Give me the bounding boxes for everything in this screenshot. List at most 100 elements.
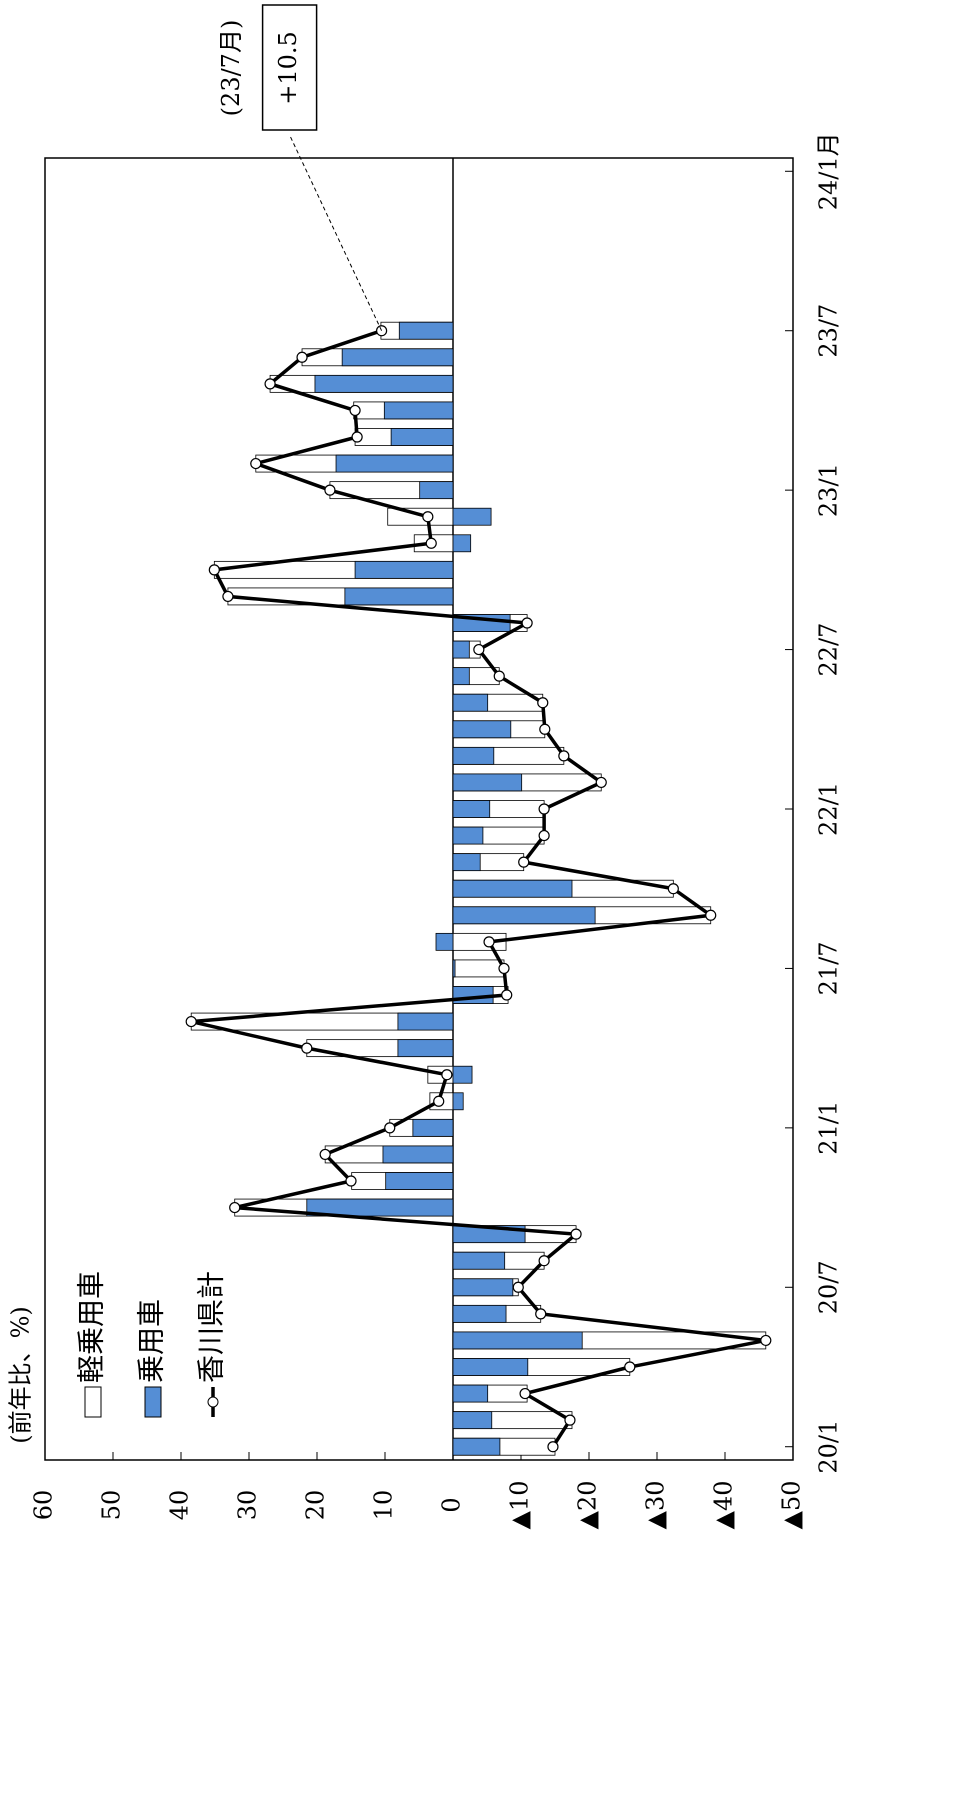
leader-line — [289, 134, 383, 331]
point — [537, 697, 549, 709]
point — [558, 750, 570, 762]
x-tick-label: 21/7 — [815, 941, 843, 995]
bar — [390, 428, 454, 446]
point — [250, 457, 262, 470]
point — [570, 1228, 582, 1240]
point — [473, 643, 485, 656]
point — [518, 856, 530, 868]
bar — [387, 507, 454, 526]
point — [264, 378, 276, 390]
point — [425, 537, 437, 549]
y-tick-label: 30 — [234, 1490, 262, 1521]
bar — [452, 667, 470, 686]
point — [498, 962, 510, 975]
y-tick-label: ▲20 — [574, 1481, 602, 1530]
x-tick-label: 23/1 — [815, 463, 843, 517]
point — [501, 989, 513, 1001]
bar — [452, 1411, 493, 1430]
point — [208, 564, 220, 576]
point — [296, 351, 308, 363]
y-tick-label: 40 — [166, 1490, 194, 1521]
bar — [397, 1039, 454, 1058]
point — [222, 590, 234, 603]
point — [564, 1414, 576, 1426]
axis-label: (前年比、%) — [7, 1306, 35, 1444]
point — [667, 883, 679, 895]
bar — [314, 374, 454, 393]
bar — [452, 1304, 507, 1323]
point — [433, 1095, 445, 1107]
point — [512, 1281, 524, 1293]
point — [324, 484, 336, 496]
bar — [452, 800, 491, 818]
bar — [452, 720, 512, 739]
point — [538, 1255, 550, 1267]
y-tick-label: 0 — [438, 1497, 466, 1512]
bar — [452, 879, 573, 898]
point — [441, 1069, 453, 1081]
bar — [452, 959, 456, 978]
y-tick-label: ▲10 — [506, 1481, 534, 1530]
point — [229, 1201, 241, 1214]
bar — [452, 1358, 529, 1376]
bar — [452, 906, 596, 925]
point — [351, 431, 363, 443]
y-tick-label: ▲30 — [642, 1481, 670, 1530]
bar — [452, 1278, 514, 1297]
annotation: (23/7月) — [217, 20, 245, 117]
point — [483, 936, 495, 948]
bar — [412, 1118, 454, 1137]
legend-swatch — [84, 1386, 102, 1418]
y-tick-label: 10 — [370, 1490, 398, 1521]
point — [185, 1015, 197, 1028]
x-tick-label: 24/1月 — [815, 132, 843, 210]
point — [422, 511, 434, 523]
bar — [382, 1145, 454, 1164]
bar — [452, 1437, 501, 1456]
legend-label: 軽乗用車 — [75, 1271, 108, 1383]
bar — [452, 959, 505, 978]
point — [521, 617, 533, 629]
bar — [397, 1012, 454, 1031]
bar — [452, 853, 481, 872]
point — [345, 1175, 357, 1187]
bar — [341, 348, 454, 367]
point — [319, 1148, 331, 1161]
label-box — [261, 4, 318, 131]
y-tick-label: 50 — [98, 1490, 126, 1521]
point — [595, 776, 607, 789]
legend-swatch — [207, 1396, 219, 1408]
data-label: +10.5 — [274, 31, 302, 105]
bar — [344, 587, 454, 606]
legend-label: 乗用車 — [135, 1299, 168, 1383]
bar — [452, 1251, 506, 1270]
point — [624, 1361, 636, 1373]
bar — [354, 560, 454, 579]
x-tick-label: 22/7 — [815, 623, 843, 677]
bar — [452, 1384, 489, 1403]
bar — [306, 1198, 454, 1217]
point — [547, 1441, 559, 1453]
bar — [452, 826, 484, 845]
bar — [452, 1331, 583, 1350]
bar — [452, 693, 489, 712]
bar — [452, 1092, 464, 1111]
point — [760, 1334, 772, 1347]
point — [384, 1122, 396, 1134]
bar — [385, 1172, 454, 1190]
x-tick-label: 23/7 — [815, 304, 843, 358]
x-tick-label: 22/1 — [815, 782, 843, 836]
bar — [452, 746, 495, 765]
y-tick-label: 20 — [302, 1490, 330, 1521]
y-tick-label: 60 — [30, 1490, 58, 1521]
point — [519, 1387, 531, 1400]
point — [493, 670, 505, 682]
bar — [452, 534, 472, 553]
point — [349, 404, 361, 417]
bar — [452, 507, 492, 526]
point — [538, 803, 550, 815]
bar — [452, 640, 470, 659]
x-tick-label: 20/1 — [815, 1420, 843, 1474]
point — [539, 723, 551, 735]
